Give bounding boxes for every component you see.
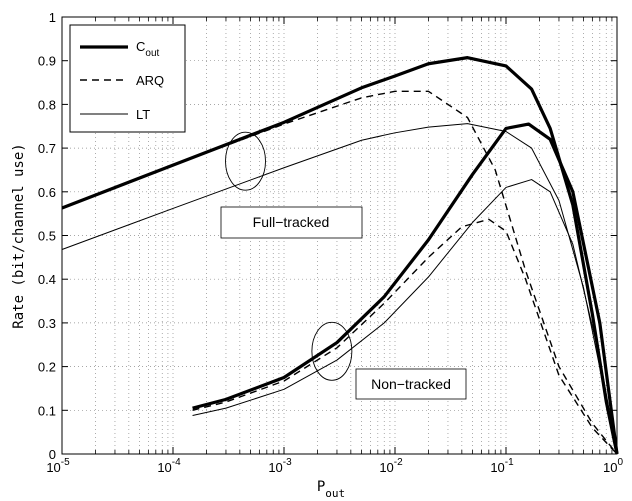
annotation-non-tracked-box (355, 368, 467, 400)
y-tick-label: 0.9 (38, 54, 56, 69)
legend-label-cout-main: C (136, 39, 145, 54)
series-line-dashed-4 (192, 218, 618, 455)
x-tick-base: 10 (379, 460, 393, 475)
legend-label-arq: ARQ (136, 73, 164, 88)
annotation-full-tracked-box (220, 206, 363, 239)
y-tick-label: 0.3 (38, 316, 56, 331)
x-tick-exponent: -3 (283, 457, 292, 468)
y-tick-label: 0.7 (38, 141, 56, 156)
x-tick-labels: 10-5 10-4 10-3 10-2 10-1 100 (46, 457, 623, 475)
y-tick-label: 0.1 (38, 403, 56, 418)
y-tick-labels: 0 0.1 0.2 0.3 0.4 0.5 0.6 0.7 0.8 0.9 1 (38, 10, 56, 462)
annotation-ellipses (225, 131, 353, 381)
legend-label-cout-sub: out (145, 48, 159, 59)
x-tick-exponent: -2 (394, 457, 403, 468)
series-line-thin-5 (192, 179, 618, 455)
legend-box (69, 24, 186, 133)
ellipse-full-tracked (225, 131, 266, 191)
x-axis-title: Pout (317, 479, 345, 500)
x-tick-exponent: -4 (172, 457, 181, 468)
y-axis-title: Rate (bit/channel use) (11, 143, 27, 328)
x-tick-exponent: -5 (61, 457, 70, 468)
annotation-non-tracked: Non−tracked (355, 368, 467, 400)
legend: Cout ARQ LT (69, 24, 186, 133)
x-axis-title-main: P (317, 479, 325, 495)
x-tick-label: 10-2 (379, 457, 403, 475)
series-line-thick-3 (192, 122, 619, 455)
x-tick-exponent: 0 (617, 457, 623, 468)
x-axis-title-sub: out (325, 487, 345, 500)
x-tick-exponent: -1 (505, 457, 514, 468)
y-tick-label: 1 (49, 10, 56, 25)
x-tick-base: 10 (490, 460, 504, 475)
x-tick-base: 10 (603, 460, 617, 475)
y-tick-label: 0.2 (38, 360, 56, 375)
x-tick-label: 10-3 (268, 457, 292, 475)
x-tick-label: 10-5 (46, 457, 70, 475)
y-tick-label: 0.5 (38, 229, 56, 244)
y-tick-label: 0.8 (38, 97, 56, 112)
x-tick-label: 10-4 (157, 457, 181, 475)
series-line-thick-0 (61, 56, 619, 455)
annotation-full-tracked: Full−tracked (220, 206, 363, 239)
series-line-dashed-1 (61, 90, 618, 455)
x-tick-label: 100 (603, 457, 623, 475)
y-tick-label: 0.4 (38, 272, 56, 287)
annotation-full-tracked-label: Full−tracked (253, 214, 330, 230)
axis-ticks (61, 16, 618, 455)
series-layer (61, 56, 619, 455)
legend-label-lt: LT (136, 107, 150, 122)
x-tick-base: 10 (268, 460, 282, 475)
x-tick-label: 10-1 (490, 457, 514, 475)
annotation-non-tracked-label: Non−tracked (371, 376, 451, 392)
y-tick-label: 0.6 (38, 185, 56, 200)
ellipse-non-tracked (311, 321, 353, 381)
x-tick-base: 10 (46, 460, 60, 475)
legend-label-cout: Cout (136, 39, 160, 59)
x-tick-base: 10 (157, 460, 171, 475)
y-tick-label: 0 (49, 447, 56, 462)
